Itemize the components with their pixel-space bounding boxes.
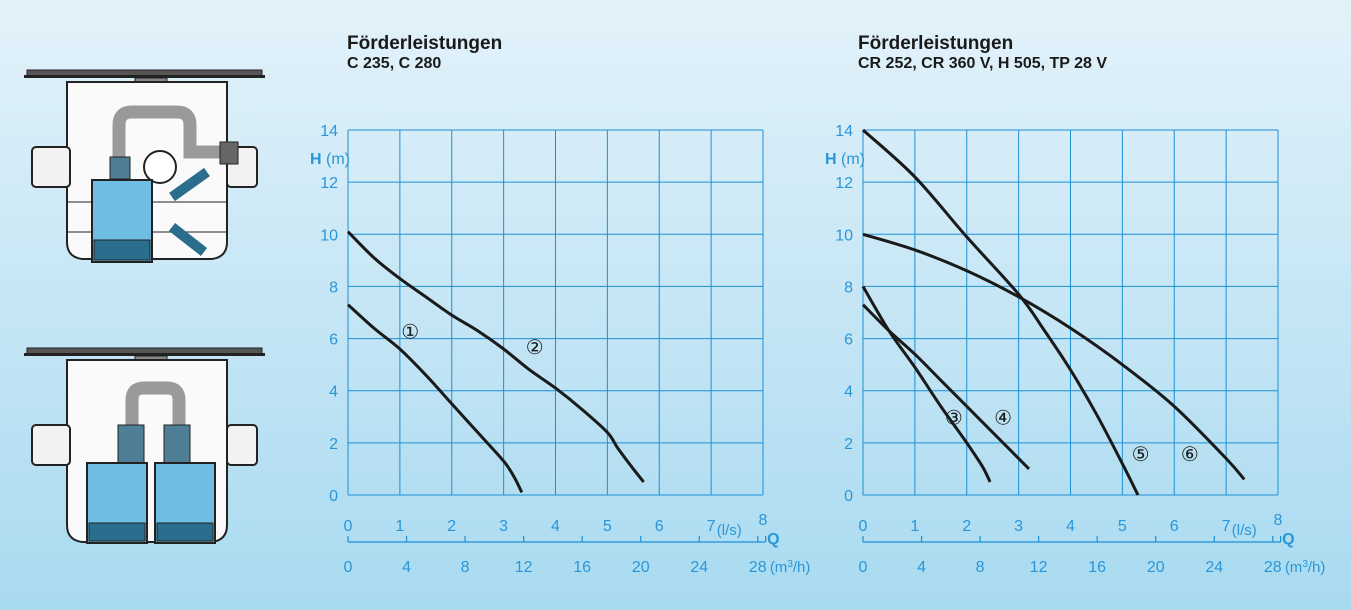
chart-1-x2tick-label: 28 [749,559,767,576]
chart-2-q-symbol: Q [1282,531,1294,548]
chart-2-xunit: (l/s) [1232,522,1257,539]
chart-2-xtick-label: 1 [910,518,919,535]
chart-2-x2tick-label: 12 [1030,559,1048,576]
chart-1-ytick-label: 12 [320,175,338,192]
chart-1-xtick-label: 1 [395,518,404,535]
chart-1-series-label: ② [526,337,544,359]
chart-1-ytick-label: 0 [329,488,338,505]
chart-1-xtick-label: 4 [551,518,560,535]
chart-2-xtick-label: 4 [1066,518,1075,535]
chart-1-ytick-label: 10 [320,227,338,244]
chart-2-ytick-label: 0 [844,488,853,505]
chart-2-x2tick-label: 0 [859,559,868,576]
chart-1-x2tick-label: 16 [573,559,591,576]
chart-2-x2unit: (m3/h) [1285,559,1326,577]
chart-2-series-label: ④ [994,408,1012,430]
chart-2-series-line [861,303,1031,470]
chart-2-ytick-label: 8 [844,279,853,296]
chart-1-series-line [346,230,645,483]
chart-2-ytick-label: 2 [844,436,853,453]
chart-1-xtick-label: 7 [707,518,716,535]
chart-1-x2unit: (m3/h) [770,559,811,577]
chart-1-x2tick-label: 24 [690,559,708,576]
single-pump-station-icon [24,69,265,263]
chart-2-x2tick-label: 20 [1147,559,1165,576]
chart-2-title: Förderleistungen [858,33,1014,54]
double-pump-station-icon [24,347,265,544]
chart-2-series-label: ③ [945,408,963,430]
chart-1-ytick-label: 14 [320,123,338,140]
chart-1-ytick-label: 4 [329,384,338,401]
chart-1-x2tick-label: 0 [344,559,353,576]
chart-1-subtitle: C 235, C 280 [347,55,442,72]
chart-2-series-line [861,285,992,483]
chart-1-series-label: ① [401,322,419,344]
chart-2-xtick-label: 7 [1222,518,1231,535]
chart-1-ytick-label: 6 [329,332,338,349]
chart-1-xunit: (l/s) [717,522,742,539]
chart-2-x2tick-label: 28 [1264,559,1282,576]
chart-2-series-line [861,128,1140,496]
chart-2-subtitle: CR 252, CR 360 V, H 505, TP 28 V [858,55,1108,72]
chart-1-xtick-label: 6 [655,518,664,535]
chart-1-x2tick-label: 4 [402,559,411,576]
chart-2-ytick-label: 4 [844,384,853,401]
chart-2-ytick-label: 14 [835,123,853,140]
chart-1-xtick-label: 8 [759,512,768,529]
chart-2-xtick-label: 8 [1274,512,1283,529]
chart-2-x2tick-label: 24 [1205,559,1223,576]
chart-1-xtick-label: 3 [499,518,508,535]
chart-1-ylabel: H (m) [310,151,350,168]
chart-1-x2tick-label: 20 [632,559,650,576]
chart-2-xtick-label: 3 [1014,518,1023,535]
chart-2-x2tick-label: 4 [917,559,926,576]
chart-2-ytick-label: 6 [844,332,853,349]
chart-2-ylabel: H (m) [825,151,865,168]
chart-2-series-label: ⑥ [1181,444,1199,466]
chart-2-ytick-label: 10 [835,227,853,244]
chart-1-q-symbol: Q [767,531,779,548]
chart-1-x2tick-label: 8 [461,559,470,576]
chart-2-xtick-label: 2 [962,518,971,535]
chart-1-ytick-label: 2 [329,436,338,453]
chart-2-series-line [862,232,1246,481]
chart-2-x2tick-label: 8 [976,559,985,576]
chart-2-xtick-label: 6 [1170,518,1179,535]
chart-2-ytick-label: 12 [835,175,853,192]
chart-1-ytick-label: 8 [329,279,338,296]
chart-2-xtick-label: 0 [859,518,868,535]
chart-1-xtick-label: 2 [447,518,456,535]
chart-2-series-label: ⑤ [1132,444,1150,466]
chart-1-series-line [346,303,524,494]
chart-1-xtick-label: 5 [603,518,612,535]
chart-1-x2tick-label: 12 [515,559,533,576]
chart-1-title: Förderleistungen [347,33,503,54]
chart-2-x2tick-label: 16 [1088,559,1106,576]
chart-2-xtick-label: 5 [1118,518,1127,535]
chart-1-xtick-label: 0 [344,518,353,535]
